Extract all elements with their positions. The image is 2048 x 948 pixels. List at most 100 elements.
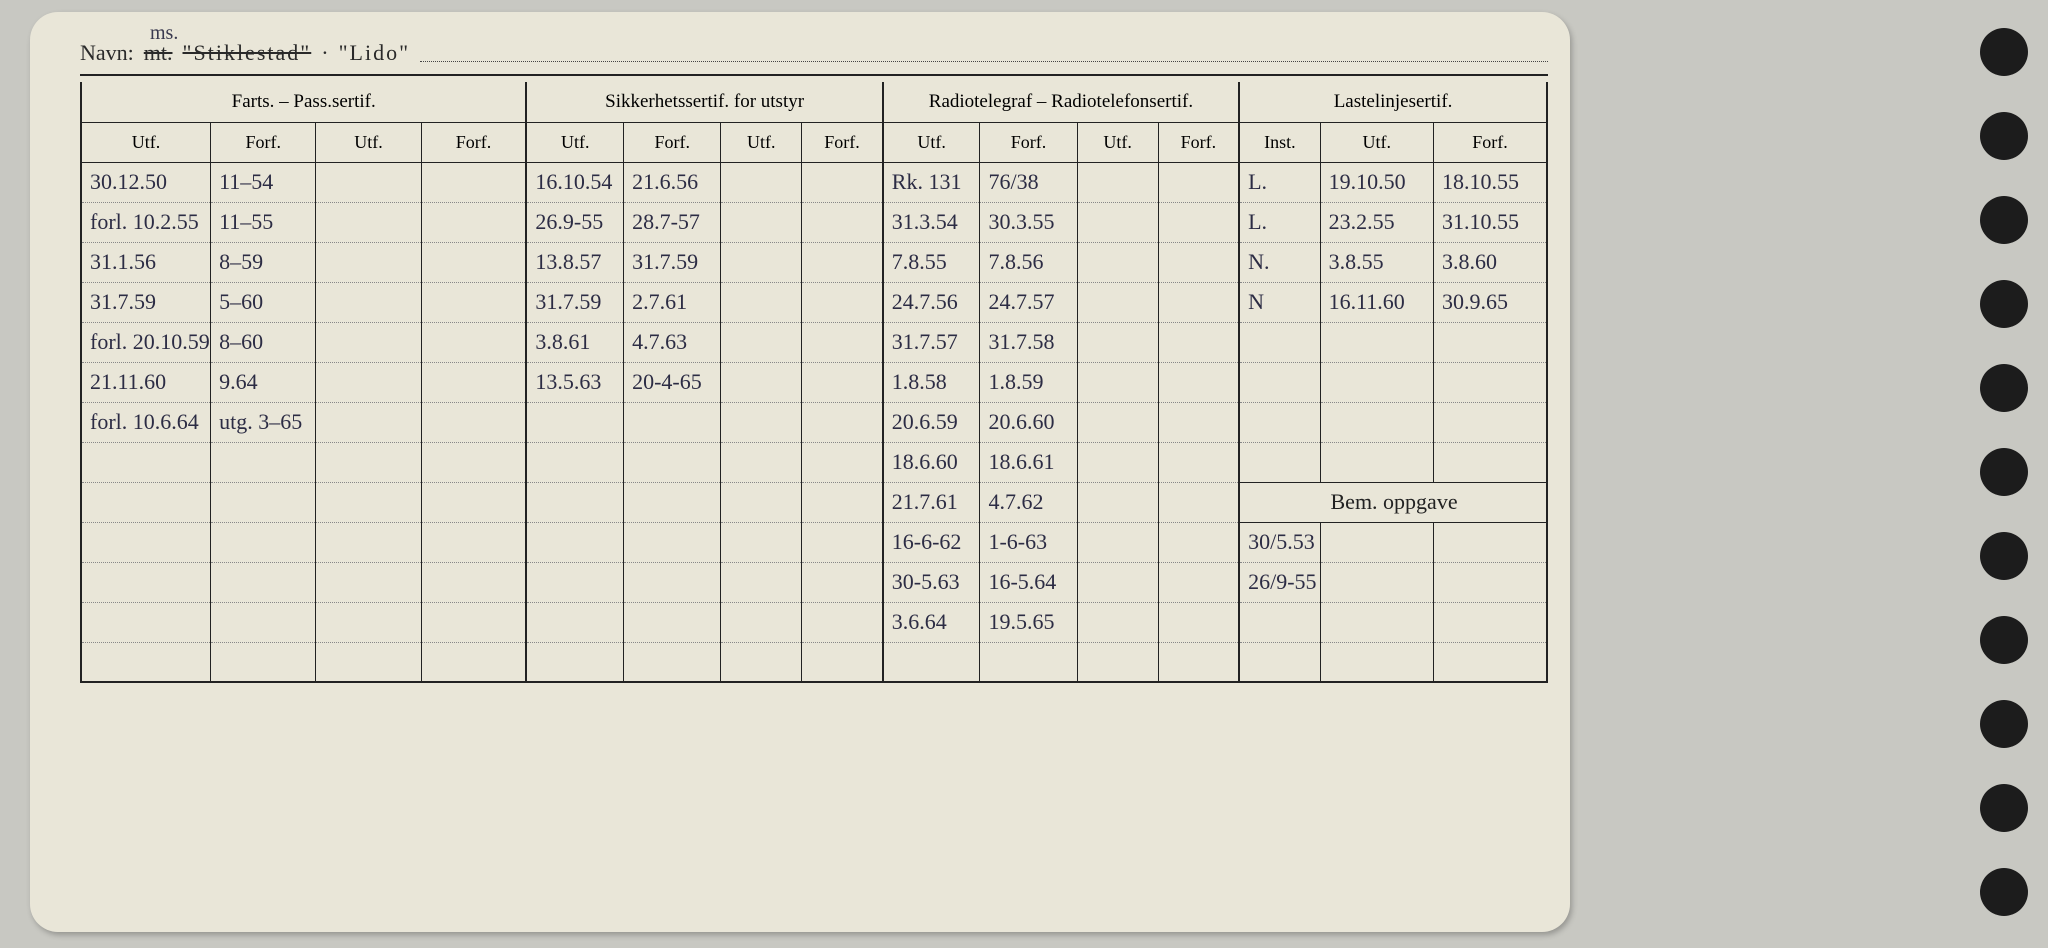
cell	[316, 522, 421, 562]
cell	[421, 242, 526, 282]
table-row	[81, 642, 1547, 682]
cell: 13.8.57	[526, 242, 623, 282]
cell: 31.7.59	[526, 282, 623, 322]
cell	[316, 282, 421, 322]
column-header: Utf.	[81, 122, 211, 162]
bem-cell	[1433, 642, 1547, 682]
cell: 18.10.55	[1433, 162, 1547, 202]
cell: 31.7.57	[883, 322, 980, 362]
cell	[802, 162, 883, 202]
cell	[81, 442, 211, 482]
cell: 24.7.57	[980, 282, 1077, 322]
cell	[526, 642, 623, 682]
cell	[721, 642, 802, 682]
cell: 16-6-62	[883, 522, 980, 562]
cell: 8–60	[211, 322, 316, 362]
cell	[421, 162, 526, 202]
column-header: Utf.	[1320, 122, 1433, 162]
column-header: Forf.	[421, 122, 526, 162]
cell	[421, 602, 526, 642]
cell	[81, 562, 211, 602]
binder-hole	[1980, 196, 2028, 244]
cell: 18.6.61	[980, 442, 1077, 482]
cell: 21.7.61	[883, 482, 980, 522]
cell: 31.3.54	[883, 202, 980, 242]
cell	[624, 482, 721, 522]
cell: 30.3.55	[980, 202, 1077, 242]
cell	[316, 402, 421, 442]
table-row: forl. 10.6.64utg. 3–6520.6.5920.6.60	[81, 402, 1547, 442]
column-group-header: Farts. – Pass.sertif.	[81, 82, 526, 122]
cell	[421, 322, 526, 362]
binder-hole	[1980, 364, 2028, 412]
column-header: Forf.	[980, 122, 1077, 162]
cell: 20.6.60	[980, 402, 1077, 442]
cell	[421, 442, 526, 482]
column-header: Utf.	[1077, 122, 1158, 162]
cell	[81, 642, 211, 682]
cell: 3.8.61	[526, 322, 623, 362]
cell: 16.10.54	[526, 162, 623, 202]
bem-cell	[1320, 642, 1433, 682]
cell: 26.9-55	[526, 202, 623, 242]
bem-oppgave-header: Bem. oppgave	[1239, 482, 1547, 522]
cell	[624, 562, 721, 602]
cell	[316, 482, 421, 522]
cell: forl. 20.10.59	[81, 322, 211, 362]
column-group-header: Lastelinjesertif.	[1239, 82, 1547, 122]
bem-cell	[1239, 642, 1320, 682]
cell	[721, 602, 802, 642]
bem-cell: 30/5.53	[1239, 522, 1320, 562]
cell	[1158, 602, 1239, 642]
cell: 21.11.60	[81, 362, 211, 402]
cell	[721, 282, 802, 322]
cell	[526, 482, 623, 522]
cell	[421, 362, 526, 402]
table-row: forl. 20.10.598–603.8.614.7.6331.7.5731.…	[81, 322, 1547, 362]
cell	[721, 362, 802, 402]
cell	[721, 522, 802, 562]
cell	[211, 562, 316, 602]
cell: 19.10.50	[1320, 162, 1433, 202]
cell	[624, 522, 721, 562]
table-row: 30.12.5011–5416.10.5421.6.56Rk. 13176/38…	[81, 162, 1547, 202]
navn-row: Navn: mt. "Stiklestad" · "Lido"	[80, 40, 1548, 76]
cell	[624, 642, 721, 682]
cell: 31.7.58	[980, 322, 1077, 362]
cell	[1239, 402, 1320, 442]
cell	[721, 242, 802, 282]
cell	[802, 642, 883, 682]
cell	[1077, 322, 1158, 362]
cell: 7.8.56	[980, 242, 1077, 282]
cell: Rk. 131	[883, 162, 980, 202]
cell	[1433, 322, 1547, 362]
cell: 30-5.63	[883, 562, 980, 602]
cell	[1158, 402, 1239, 442]
cell: 31.7.59	[81, 282, 211, 322]
cell: 24.7.56	[883, 282, 980, 322]
cell	[81, 522, 211, 562]
cell	[1158, 202, 1239, 242]
cell	[1158, 442, 1239, 482]
cell	[721, 202, 802, 242]
cell: 31.7.59	[624, 242, 721, 282]
cell	[1077, 202, 1158, 242]
cell	[1077, 282, 1158, 322]
cell	[1320, 362, 1433, 402]
binder-hole	[1980, 616, 2028, 664]
cell	[721, 322, 802, 362]
column-header: Utf.	[883, 122, 980, 162]
cell: 8–59	[211, 242, 316, 282]
table-row: 18.6.6018.6.61	[81, 442, 1547, 482]
column-group-header: Sikkerhetssertif. for utstyr	[526, 82, 882, 122]
cell	[316, 242, 421, 282]
cell: 30.12.50	[81, 162, 211, 202]
table-row: 31.1.568–5913.8.5731.7.597.8.557.8.56N.3…	[81, 242, 1547, 282]
cell	[1158, 642, 1239, 682]
table-body: 30.12.5011–5416.10.5421.6.56Rk. 13176/38…	[81, 162, 1547, 682]
column-header: Utf.	[316, 122, 421, 162]
cell	[721, 562, 802, 602]
cell	[421, 522, 526, 562]
cell	[721, 482, 802, 522]
cell	[980, 642, 1077, 682]
